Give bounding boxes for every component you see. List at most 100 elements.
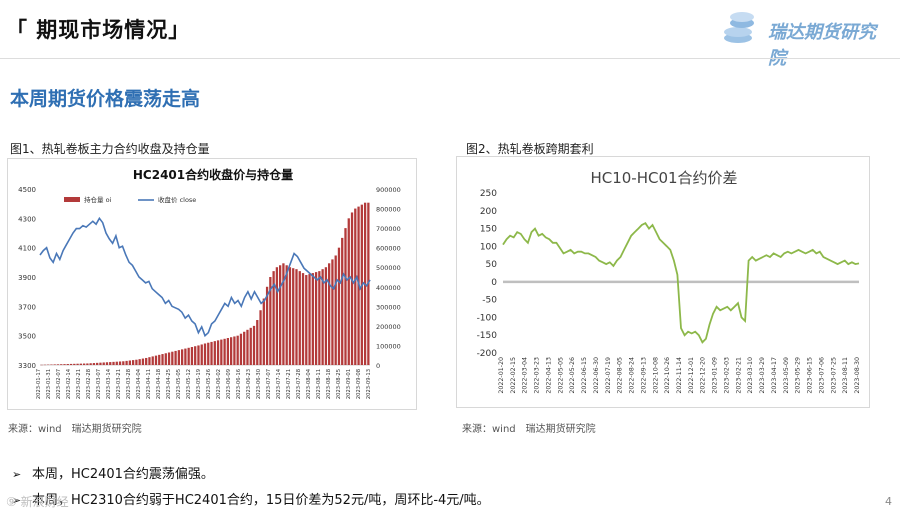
chart1-legend-oi-label: 持仓量 oi [84,195,112,204]
chart1-x-tick: 2023-03-07 [96,369,102,399]
chart1-oi-bar [82,363,86,365]
chart1-oi-bar [184,348,187,365]
chart1-x-tick: 2023-08-25 [336,369,342,399]
chart2-title: HC10-HC01合约价差 [590,169,737,187]
chart2-x-tick: 2022-06-15 [581,357,588,394]
chart1-x-tick: 2023-04-18 [156,369,162,399]
chart1-oi-bar [187,347,190,365]
chart2-y-tick: -150 [477,331,498,341]
coin-stack-icon [724,12,754,43]
chart1-oi-bar [256,320,259,365]
chart1-oi-bar [154,355,158,365]
chart2-x-tick: 2022-09-13 [640,357,647,394]
chart2-x-tick: 2022-05-05 [557,357,564,394]
chart1-oi-bar [125,360,128,365]
chart1-left-tick: 3300 [18,362,36,370]
chart1-oi-bar [148,357,151,365]
chart2-y-tick: 0 [491,278,497,288]
chart1-right-tick: 800000 [376,206,401,214]
chart2-x-tick: 2023-05-29 [795,357,802,394]
chart1-right-tick: 100000 [376,342,401,350]
chart1-left-tick: 3700 [18,303,36,311]
chart1-x-tick: 2023-08-04 [306,368,312,399]
chart1-oi-bar [243,331,246,365]
chart1-oi-bar [347,218,350,365]
chart1-right-tick: 500000 [376,264,401,272]
chart1-oi-bar [216,340,220,365]
bullet-arrow-icon: ➢ [12,468,22,481]
chart1-oi-bar [190,347,194,365]
chart1-right-tick: 200000 [376,323,401,331]
chart1-oi-bar [226,338,230,365]
chart2-x-tick: 2022-08-24 [629,357,636,394]
headline: 本周期货价格震荡走高 [10,88,201,110]
chart1-x-tick: 2023-07-21 [286,369,292,399]
chart1-oi-bar [56,364,60,365]
chart1-oi-bar [213,341,216,365]
chart1-right-tick: 400000 [376,284,401,292]
chart1-left-tick: 4300 [18,215,36,223]
chart1-oi-bar [269,277,272,365]
chart2-x-tick: 2023-08-30 [854,357,861,394]
chart2-y-tick: -200 [477,349,498,359]
chart1-oi-bar [135,359,138,365]
chart1-oi-bar [89,363,92,365]
chart1-left-tick: 3500 [18,333,36,341]
chart2-y-tick: 50 [486,260,498,270]
chart1-oi-bar [295,269,298,365]
chart2-x-tick: 2023-05-09 [783,357,790,394]
watermark: ⑨ 新浪财经 [6,495,69,509]
chart1-oi-bar [53,364,56,365]
chart1-oi-bar [272,271,275,365]
chart2-x-tick: 2023-03-10 [747,357,754,394]
chart2-x-tick: 2022-03-04 [522,357,529,394]
chart1-oi-bar [151,356,154,365]
chart1-oi-bar [265,286,269,365]
chart2-x-tick: 2022-06-30 [593,357,600,394]
chart2-y-tick: 150 [480,225,497,235]
chart1-oi-bar [158,354,161,365]
figure1-caption: 图1、热轧卷板主力合约收盘及持仓量 [10,142,210,156]
chart1-x-tick: 2023-05-26 [206,369,212,399]
chart1-oi-bar [350,212,354,365]
chart1-oi-bar [86,363,89,365]
chart1-x-tick: 2023-02-28 [86,369,92,399]
bullet-text: 本周，HC2401合约震荡偏强。 [32,467,214,482]
chart1-oi-bar [79,363,82,365]
title-divider [0,58,900,59]
chart1-x-tick: 2023-07-14 [276,368,282,399]
chart1-right-tick: 700000 [376,225,401,233]
chart2-x-tick: 2022-04-13 [546,357,553,394]
chart1-oi-bar [66,364,69,365]
chart2-x-tick: 2023-07-25 [830,357,837,394]
chart1-oi-bar [275,267,279,365]
figure2-source: 来源：wind 瑞达期货研究院 [462,424,596,435]
chart1-oi-bar [164,353,167,365]
chart1-oi-bar [314,272,318,365]
chart1-legend-oi-swatch [64,197,80,202]
chart2-y-tick: 200 [480,207,497,217]
chart1-oi-bar [171,351,174,365]
chart1-oi-bar [233,336,236,365]
chart1-x-tick: 2023-09-13 [366,369,372,399]
chart1-oi-bar [328,263,331,365]
chart1-oi-bar [324,267,328,365]
chart1-x-tick: 2023-06-30 [256,369,262,399]
chart1-x-tick: 2023-02-14 [66,368,72,399]
figure1-source: 来源：wind 瑞达期货研究院 [8,424,142,435]
chart1-oi-bar [92,363,96,365]
chart1-left-tick: 4100 [18,245,36,253]
chart1-oi-bar [282,263,285,365]
chart1-oi-bar [141,358,145,365]
chart1-oi-bar [102,362,105,365]
chart1-left-tick: 3900 [18,274,36,282]
chart1-right-tick: 0 [376,362,380,370]
chart1-oi-bar [252,325,256,365]
logo-text: 瑞达期货研究院 [768,22,876,69]
chart2-x-tick: 2023-02-03 [724,357,731,394]
chart1-oi-bar [161,354,164,365]
chart1-x-tick: 2023-08-18 [326,369,332,399]
chart1-oi-bar [109,362,112,365]
chart1-oi-bar [354,208,357,365]
chart1-x-tick: 2023-02-21 [76,369,82,399]
